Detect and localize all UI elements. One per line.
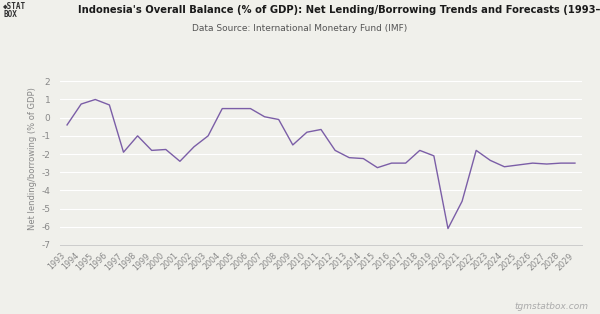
Y-axis label: Net lending/borrowing (% of GDP): Net lending/borrowing (% of GDP) — [28, 87, 37, 230]
Text: Indonesia's Overall Balance (% of GDP): Net Lending/Borrowing Trends and Forecas: Indonesia's Overall Balance (% of GDP): … — [78, 5, 600, 15]
Text: Data Source: International Monetary Fund (IMF): Data Source: International Monetary Fund… — [193, 24, 407, 33]
Text: tgmstatbox.com: tgmstatbox.com — [514, 302, 588, 311]
Text: ◆STAT
BOX: ◆STAT BOX — [3, 2, 26, 19]
